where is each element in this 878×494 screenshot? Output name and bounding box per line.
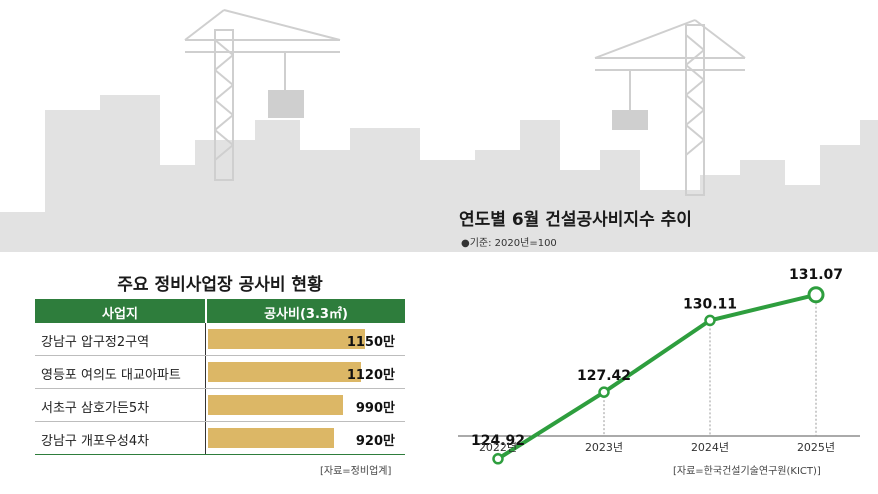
data-point — [492, 453, 504, 465]
row-cost-value: 1120만 — [346, 368, 395, 383]
row-cost-bar — [208, 395, 344, 415]
chart-note: ●기준: 2020년=100 — [461, 238, 557, 249]
x-tick-label: 2023년 — [585, 441, 623, 454]
row-site: 서초구 삼호가든5차 — [41, 401, 150, 416]
row-cost-value: 920만 — [355, 434, 395, 449]
x-tick-label: 2025년 — [797, 441, 835, 454]
data-label: 127.42 — [577, 368, 631, 384]
row-cost-bar — [208, 362, 361, 382]
data-label: 131.07 — [789, 267, 843, 283]
row-site: 강남구 개포우성4차 — [41, 434, 150, 449]
chart-source: [자료=한국건설기술연구원(KICT)] — [673, 466, 821, 477]
table-row: 강남구 개포우성4차 920만 — [35, 422, 405, 454]
data-point — [598, 386, 610, 398]
series-line — [496, 292, 817, 461]
header-site: 사업지 — [102, 307, 138, 322]
table-body: 강남구 압구정2구역 1150만 영등포 여의도 대교아파트 1120만 서초구… — [35, 323, 405, 455]
row-cost-bar — [208, 329, 365, 349]
table-title: 주요 정비사업장 공사비 현황 — [117, 275, 323, 295]
x-tick-label: 2022년 — [479, 441, 517, 454]
x-tick-label: 2024년 — [691, 441, 729, 454]
table-source: [자료=정비업계] — [320, 466, 392, 477]
row-site: 영등포 여의도 대교아파트 — [41, 368, 181, 383]
row-site: 강남구 압구정2구역 — [41, 335, 150, 350]
cost-table: 사업지 공사비(3.3㎡) 강남구 압구정2구역 1150만 영등포 여의도 대… — [35, 299, 405, 455]
table-row: 강남구 압구정2구역 1150만 — [35, 323, 405, 356]
table-header: 사업지 공사비(3.3㎡) — [35, 299, 405, 323]
data-label: 124.92 — [471, 433, 525, 449]
table-row: 서초구 삼호가든5차 990만 — [35, 389, 405, 422]
chart-title: 연도별 6월 건설공사비지수 추이 — [459, 210, 692, 230]
table-row: 영등포 여의도 대교아파트 1120만 — [35, 356, 405, 389]
data-label: 130.11 — [683, 296, 737, 312]
row-cost-value: 1150만 — [346, 335, 395, 350]
row-cost-bar — [208, 428, 334, 448]
header-cost: 공사비(3.3㎡) — [264, 307, 348, 322]
line-chart: 124.92 127.42 130.11 131.07 2022년 2023년 2024년 2… — [458, 267, 860, 465]
row-cost-value: 990만 — [355, 401, 395, 416]
data-point — [807, 286, 825, 304]
data-point — [704, 314, 716, 327]
header-divider — [205, 299, 207, 323]
